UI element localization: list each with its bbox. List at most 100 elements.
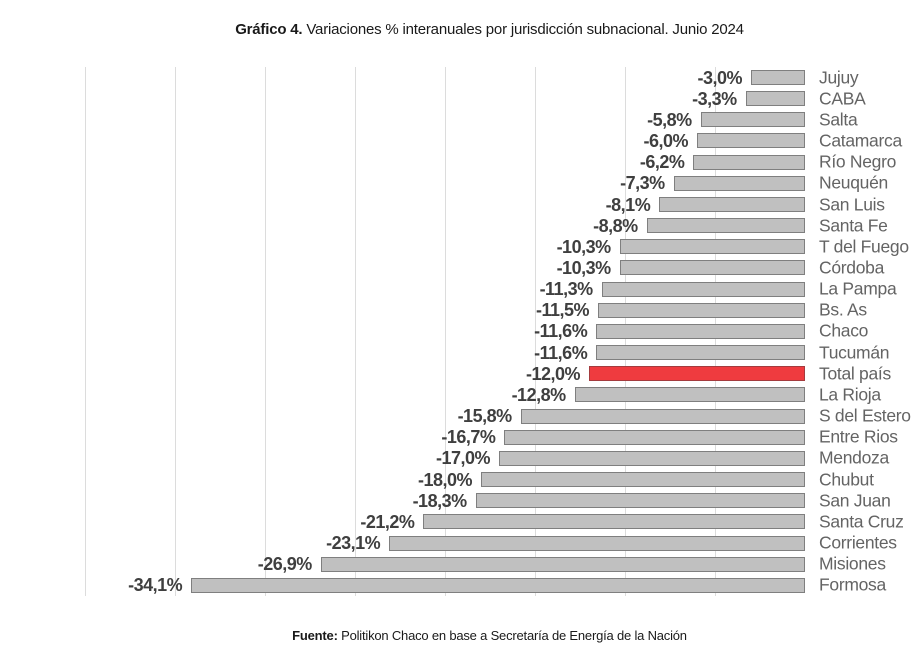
bar-row: -5,8% Salta — [85, 109, 858, 130]
category-label: San Luis — [819, 193, 885, 214]
value-label: -26,9% — [257, 554, 313, 575]
chart-title-prefix: Gráfico 4. — [235, 21, 303, 38]
gridline--35 — [175, 67, 176, 596]
bar — [646, 218, 805, 234]
value-label: -21,2% — [360, 511, 415, 532]
value-label: -11,6% — [534, 342, 588, 363]
bar-row: -11,6% Chaco — [85, 321, 868, 342]
value-label: -10,3% — [556, 236, 612, 257]
bar — [423, 514, 805, 530]
bar — [499, 450, 805, 466]
gridline--25 — [355, 67, 356, 596]
bar — [693, 154, 805, 170]
bar-row: -10,3% Córdoba — [85, 257, 885, 279]
bar-row: -8,1% San Luis — [85, 194, 885, 215]
value-label: -7,3% — [620, 173, 665, 194]
bar — [745, 91, 805, 107]
bar-highlight-total-pais — [589, 366, 805, 382]
chart-source-text: Politikon Chaco en base a Secretaría de … — [337, 628, 687, 643]
value-label: -34,1% — [128, 575, 183, 596]
category-label: Santa Fe — [819, 214, 888, 235]
gridline--40 — [85, 67, 86, 596]
bar-row: -23,1% Corrientes — [85, 533, 897, 554]
plot-area: -3,0% Jujuy -3,3% CABA -5,8% Salta -6,0% Catama… — [85, 67, 911, 596]
bar — [596, 345, 805, 361]
value-label: -17,0% — [435, 448, 491, 469]
category-label: S del Estero — [819, 405, 911, 426]
bar-row: -3,0% Jujuy — [85, 67, 858, 88]
bar — [504, 429, 805, 445]
bar — [659, 196, 805, 212]
bar-row: -11,6% Tucumán — [85, 342, 889, 363]
value-label: -6,2% — [639, 152, 685, 173]
bar-row: -26,9% Misiones — [85, 554, 886, 575]
bar-row: -6,2% Río Negro — [85, 152, 896, 173]
chart-title: Gráfico 4. Variaciones % interanuales po… — [55, 21, 924, 38]
value-label: -18,3% — [412, 490, 468, 511]
bar-row: -11,3% La Pampa — [85, 279, 897, 300]
category-label: Catamarca — [819, 130, 902, 151]
bar — [619, 260, 805, 276]
category-label: Misiones — [819, 553, 886, 574]
category-label: Jujuy — [819, 66, 859, 87]
bar — [601, 281, 805, 297]
bar-row: -17,0% Mendoza — [85, 448, 889, 469]
value-label: -10,3% — [556, 258, 612, 279]
category-label: T del Fuego — [819, 236, 909, 257]
value-label: -12,8% — [511, 384, 567, 405]
value-label: -3,3% — [692, 88, 737, 109]
bar — [619, 239, 805, 255]
bar — [574, 387, 805, 403]
category-label: Tucumán — [819, 341, 890, 362]
bar-row: -12,8% La Rioja — [85, 384, 882, 405]
gridline--30 — [265, 67, 266, 596]
category-label: La Rioja — [819, 384, 881, 405]
value-label: -18,0% — [417, 469, 473, 490]
bar-row: -12,0% Total país — [85, 363, 891, 384]
value-label: -5,8% — [647, 109, 692, 130]
category-label: Salta — [819, 109, 858, 130]
value-label: -11,5% — [535, 300, 590, 321]
bar — [481, 472, 805, 488]
bar — [320, 556, 805, 572]
bar-row: -11,5% Bs. As — [85, 300, 867, 321]
value-label: -6,0% — [643, 131, 688, 152]
category-label: CABA — [819, 87, 866, 108]
chart-title-text: Variaciones % interanuales por jurisdicc… — [302, 21, 744, 38]
bar-row: -18,0% Chubut — [85, 469, 874, 490]
bar — [673, 175, 805, 191]
bar — [751, 70, 805, 85]
category-label: Neuquén — [819, 172, 888, 193]
value-label: -15,8% — [457, 406, 513, 427]
category-label: Bs. As — [819, 299, 867, 320]
value-label: -16,7% — [441, 427, 496, 448]
bar — [700, 112, 805, 128]
bar — [520, 408, 805, 424]
bar-row: -10,3% T del Fuego — [85, 236, 910, 257]
category-label: Formosa — [819, 574, 886, 595]
value-label: -8,1% — [605, 194, 651, 215]
value-label: -8,8% — [593, 215, 638, 236]
bar — [596, 323, 805, 339]
bar-row: -3,3% CABA — [85, 88, 866, 109]
bar-row: -21,2% Santa Cruz — [85, 511, 903, 532]
bar-row: -34,1% Formosa — [85, 575, 886, 596]
category-label: Chaco — [819, 320, 869, 341]
category-label: Corrientes — [819, 532, 897, 553]
bar-row: -18,3% San Juan — [85, 490, 891, 511]
value-label: -11,3% — [539, 279, 594, 300]
value-label: -3,0% — [697, 67, 742, 88]
bar-row: -8,8% Santa Fe — [85, 215, 888, 236]
bar — [389, 535, 805, 551]
chart-source: Fuente: Politikon Chaco en base a Secret… — [55, 628, 924, 643]
bar-row: -16,7% Entre Rios — [85, 427, 898, 448]
category-label: Total país — [819, 363, 891, 384]
bar-row: -15,8% S del Estero — [85, 406, 911, 427]
bar-row: -7,3% Neuquén — [85, 173, 888, 194]
category-label: Mendoza — [819, 447, 889, 468]
gridline--20 — [445, 67, 446, 596]
value-label: -23,1% — [326, 533, 381, 554]
bar — [697, 133, 805, 149]
value-label: -11,6% — [534, 321, 588, 342]
